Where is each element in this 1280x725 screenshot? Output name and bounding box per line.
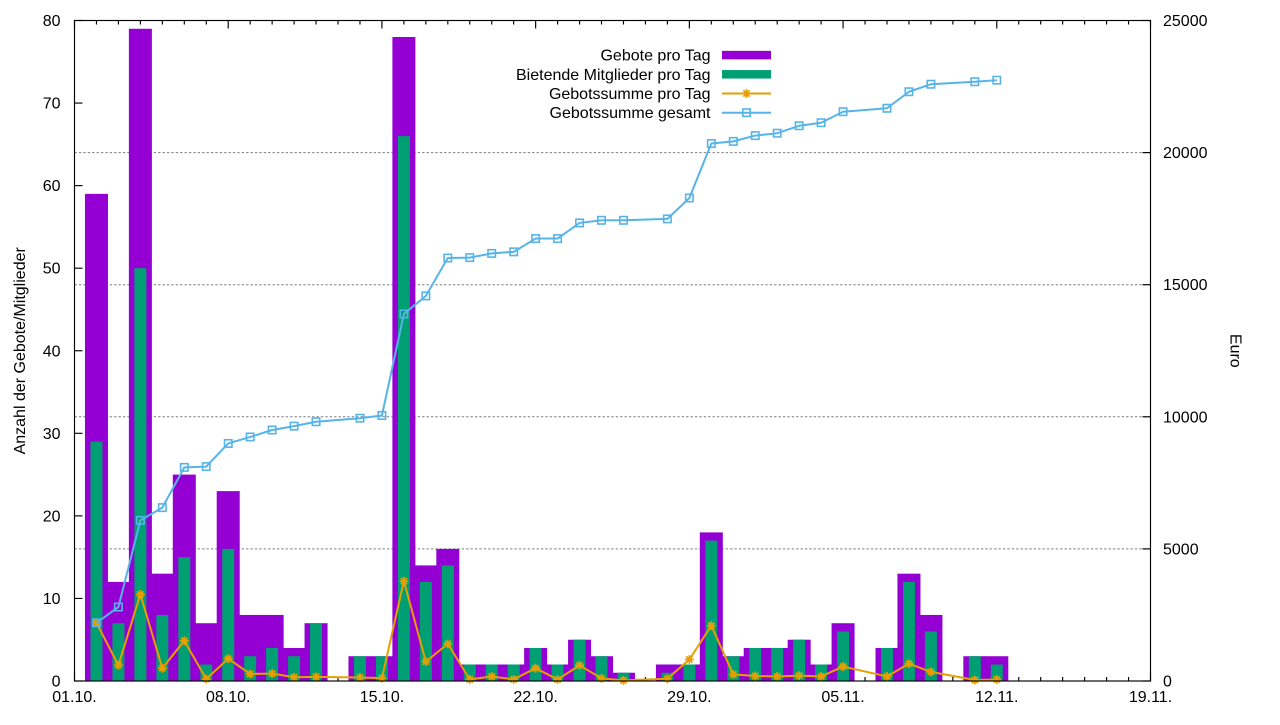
svg-text:60: 60 xyxy=(43,178,61,195)
svg-text:Anzahl der Gebote/Mitglieder: Anzahl der Gebote/Mitglieder xyxy=(12,247,29,455)
svg-text:22.10.: 22.10. xyxy=(513,689,557,706)
svg-text:10: 10 xyxy=(43,591,61,608)
svg-text:15.10.: 15.10. xyxy=(360,689,404,706)
svg-text:5000: 5000 xyxy=(1163,541,1199,558)
svg-text:40: 40 xyxy=(43,343,61,360)
svg-text:0: 0 xyxy=(52,674,61,691)
svg-text:Bietende Mitglieder pro Tag: Bietende Mitglieder pro Tag xyxy=(516,67,711,84)
svg-text:80: 80 xyxy=(43,13,61,30)
svg-text:Gebote pro Tag: Gebote pro Tag xyxy=(600,48,710,65)
svg-text:19.11.: 19.11. xyxy=(1129,689,1172,706)
svg-text:Gebotssumme gesamt: Gebotssumme gesamt xyxy=(550,105,712,122)
svg-text:Euro: Euro xyxy=(1227,334,1244,368)
svg-text:01.10.: 01.10. xyxy=(52,689,96,706)
svg-text:0: 0 xyxy=(1163,674,1172,691)
svg-text:20: 20 xyxy=(43,508,61,525)
svg-text:Gebotssumme pro Tag: Gebotssumme pro Tag xyxy=(549,86,711,103)
svg-text:15000: 15000 xyxy=(1163,277,1208,294)
svg-text:20000: 20000 xyxy=(1163,145,1208,162)
svg-text:50: 50 xyxy=(43,261,61,278)
svg-text:10000: 10000 xyxy=(1163,409,1208,426)
svg-text:70: 70 xyxy=(43,96,61,113)
svg-text:25000: 25000 xyxy=(1163,13,1208,30)
svg-text:08.10.: 08.10. xyxy=(206,689,250,706)
svg-text:12.11.: 12.11. xyxy=(975,689,1018,706)
svg-text:29.10.: 29.10. xyxy=(667,689,711,706)
svg-text:30: 30 xyxy=(43,426,61,443)
svg-text:05.11.: 05.11. xyxy=(821,689,864,706)
